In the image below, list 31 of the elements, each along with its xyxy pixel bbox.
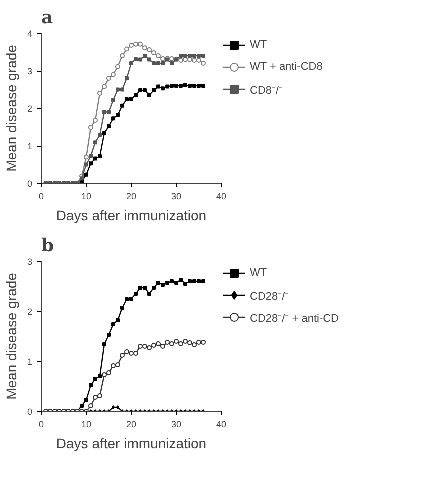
chart-title: b: [42, 236, 54, 256]
legend-label: CD8⁻/⁻: [250, 84, 284, 96]
y-tick-label: 1: [27, 142, 33, 152]
x-tick-label: 30: [171, 192, 182, 202]
x-tick-label: 20: [126, 420, 137, 430]
y-tick-label: 2: [27, 104, 33, 114]
x-tick-label: 20: [126, 192, 137, 202]
y-axis-title: Mean disease grade: [3, 272, 20, 400]
legend-label: WT + anti-CD8: [250, 61, 323, 73]
legend-label: CD28⁻/⁻ + anti-CD: [250, 312, 340, 324]
y-tick-label: 0: [27, 407, 33, 417]
legend-label: WT: [250, 267, 268, 279]
y-tick-label: 3: [27, 257, 33, 267]
x-tick-label: 0: [38, 420, 44, 430]
chart-title: a: [42, 8, 54, 28]
y-tick-label: 2: [27, 307, 33, 317]
y-axis-title: Mean disease grade: [3, 44, 20, 172]
x-tick-label: 40: [216, 192, 227, 202]
x-tick-label: 10: [81, 420, 92, 430]
x-axis-title: Days after immunization: [56, 208, 207, 224]
legend-label: WT: [250, 39, 268, 51]
x-axis-title: Days after immunization: [56, 436, 207, 452]
x-tick-label: 30: [171, 420, 182, 430]
y-tick-label: 1: [27, 357, 33, 367]
y-tick-label: 4: [27, 29, 33, 39]
y-tick-label: 0: [27, 179, 33, 189]
x-tick-label: 40: [216, 420, 227, 430]
x-tick-label: 10: [81, 192, 92, 202]
x-tick-label: 0: [38, 192, 44, 202]
y-tick-label: 3: [27, 66, 33, 76]
legend-label: CD28⁻/⁻: [250, 290, 290, 302]
